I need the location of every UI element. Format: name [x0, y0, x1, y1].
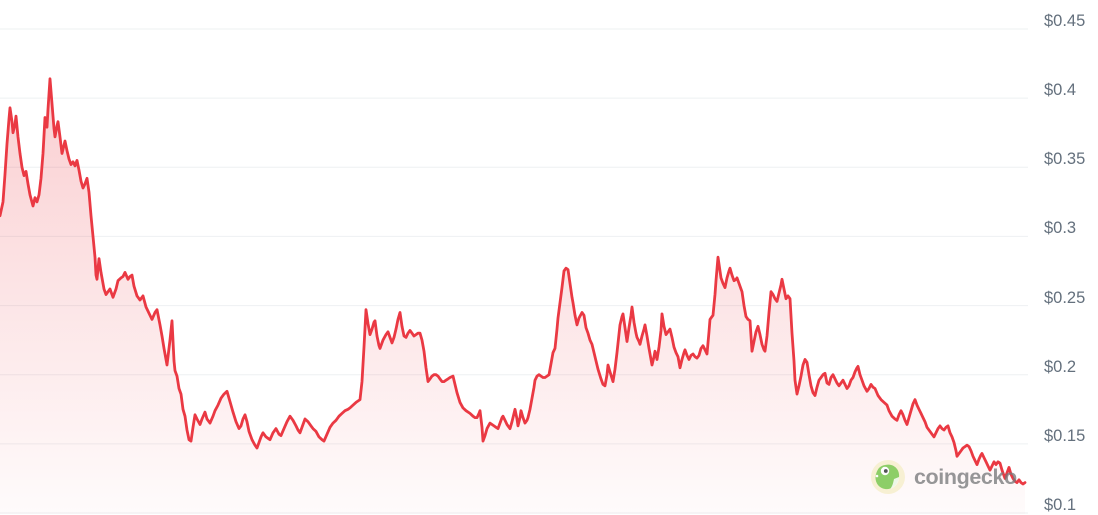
y-axis-tick-label: $0.4 — [1044, 81, 1077, 100]
y-axis-tick-label: $0.45 — [1044, 12, 1086, 30]
y-axis-tick-label: $0.15 — [1044, 426, 1086, 445]
price-line — [0, 77, 1027, 486]
y-axis-tick-label: $0.25 — [1044, 288, 1086, 307]
price-area-fill — [0, 78, 1025, 514]
y-axis-tick-label: $0.35 — [1044, 150, 1086, 169]
y-axis-tick-label: $0.2 — [1044, 357, 1077, 376]
y-axis-tick-label: $0.3 — [1044, 219, 1077, 238]
y-axis-tick-label: $0.1 — [1044, 496, 1077, 514]
